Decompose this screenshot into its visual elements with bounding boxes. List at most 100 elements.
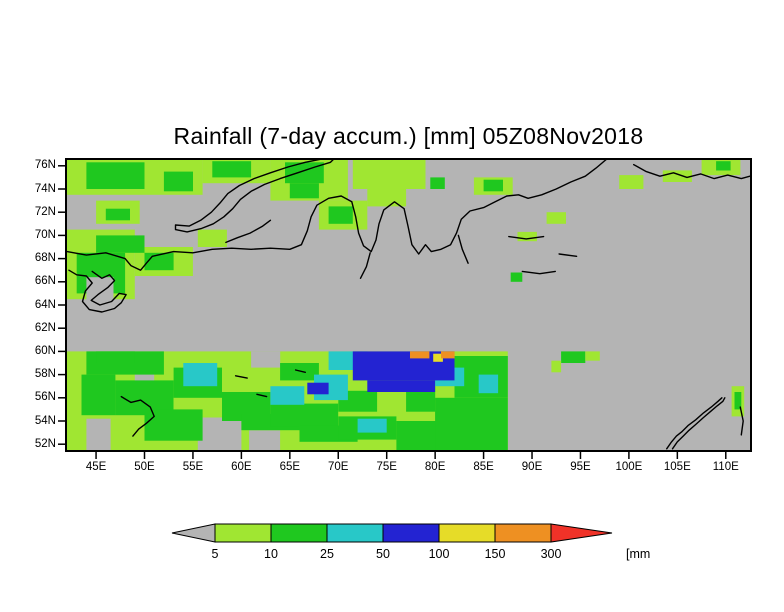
legend-value-label: 100 [429, 547, 450, 561]
legend-segment [438, 523, 496, 543]
rainfall-patch-orange [410, 351, 430, 359]
rainfall-patch-green [716, 161, 731, 171]
lat-tick-label: 68N [34, 252, 56, 265]
coastline [234, 375, 248, 379]
coastline [68, 269, 127, 313]
rainfall-patch-lightgreen [662, 170, 692, 182]
rainfall-patch-green [430, 177, 445, 189]
lon-tick-label: 100E [615, 461, 643, 473]
coastline [359, 252, 371, 280]
lon-tick-label: 65E [279, 461, 301, 473]
lon-tick-label: 75E [376, 461, 397, 473]
rainfall-patch-cyan [270, 386, 305, 405]
rainfall-patch-green [96, 235, 145, 253]
lat-tick-label: 54N [34, 414, 56, 427]
legend-value-label: 10 [264, 547, 278, 561]
legend-segment [382, 523, 440, 543]
legend-value-label: 150 [485, 547, 506, 561]
legend-segment [326, 523, 384, 543]
legend-value-label: 25 [320, 547, 334, 561]
rainfall-patch-lightgreen [585, 351, 600, 361]
lat-tick-label: 72N [34, 205, 56, 218]
rainfall-patch-green [96, 351, 135, 363]
coastline [457, 234, 469, 264]
coastline [666, 397, 723, 450]
rainfall-patch-green [483, 179, 503, 192]
rainfall-patch-orange [441, 351, 455, 359]
rainfall-patch-blue [307, 382, 329, 395]
rainfall-patch-gray [249, 430, 281, 450]
color-legend: 5 10 25 50 100 150 300 [mm] [171, 523, 650, 561]
legend-value-label: 5 [212, 547, 219, 561]
lat-tick-label: 76N [34, 159, 56, 172]
rainfall-patch-green [270, 403, 339, 427]
rainfall-patch-yellow [433, 353, 443, 362]
legend-value-label: 50 [376, 547, 390, 561]
rainfall-patch-green [435, 397, 508, 450]
lon-tick-label: 60E [231, 461, 252, 473]
lon-tick-label: 70E [328, 461, 349, 473]
rainfall-patch-gray [197, 417, 242, 450]
rainfall-map [67, 160, 750, 450]
rainfall-patch-green [86, 162, 145, 189]
coastline [521, 270, 556, 275]
lat-tick-label: 62N [34, 321, 56, 334]
rainfall-patch-green [280, 363, 319, 381]
rainfall-patch-green [212, 161, 252, 178]
rainfall-patch-lightgreen [367, 189, 407, 207]
rainfall-patch-gray [251, 351, 281, 368]
rainfall-patch-gray [86, 418, 111, 450]
coastline [671, 397, 726, 450]
rainfall-patch-lightgreen [197, 229, 227, 247]
coastline [633, 163, 750, 180]
rainfall-patch-cyan [183, 363, 218, 387]
rainfall-patch-lightgreen [619, 175, 644, 189]
lat-tick-label: 70N [34, 228, 56, 241]
lon-tick-label: 90E [521, 461, 543, 473]
lat-tick-label: 66N [34, 275, 56, 288]
lon-tick-label: 95E [570, 461, 591, 473]
lat-tick-label: 64N [34, 298, 56, 311]
lat-tick-label: 60N [34, 344, 56, 357]
legend-segment [270, 523, 328, 543]
coastline [174, 160, 334, 233]
lon-tick-label: 55E [182, 461, 204, 473]
lat-tick-label: 74N [34, 182, 56, 195]
chart-title: Rainfall (7-day accum.) [mm] 05Z08Nov201… [173, 123, 644, 149]
rainfall-patch-green [561, 351, 586, 363]
lon-tick-label: 50E [134, 461, 155, 473]
legend-unit-label: [mm] [626, 547, 650, 561]
coastline [225, 219, 272, 244]
rainfall-patch-green [338, 390, 378, 412]
legend-over-arrow [550, 523, 613, 543]
legend-value-label: 300 [541, 547, 562, 561]
lat-tick-label: 52N [34, 437, 56, 450]
rainfall-patch-green [510, 272, 523, 282]
coastline [67, 160, 607, 271]
coastline [508, 235, 545, 240]
rainfall-patch-lightgreen [551, 360, 562, 373]
rainfall-patch-lightgreen [546, 212, 566, 224]
coastline [294, 369, 307, 374]
rainfall-patch-green [328, 206, 353, 224]
legend-segment [214, 523, 272, 543]
lat-tick-label: 58N [34, 368, 56, 381]
coastline [256, 393, 268, 398]
lon-tick-label: 45E [85, 461, 107, 473]
legend-segment [494, 523, 552, 543]
map-plot-area [65, 158, 752, 452]
rainfall-patch-green [81, 374, 116, 416]
rainfall-patch-lightgreen [352, 160, 426, 189]
coastline [120, 395, 155, 437]
lon-tick-label: 80E [424, 461, 446, 473]
lon-tick-label: 105E [663, 461, 691, 473]
coastline [558, 253, 578, 258]
rainfall-patch-lightgreen [517, 231, 537, 242]
rainfall-patch-green [163, 171, 193, 192]
rainfall-patch-cyan [478, 374, 499, 394]
lat-tick-label: 56N [34, 391, 56, 404]
rainfall-patch-cyan [357, 418, 387, 433]
lon-tick-label: 85E [473, 461, 494, 473]
rainfall-patch-green [289, 183, 319, 199]
